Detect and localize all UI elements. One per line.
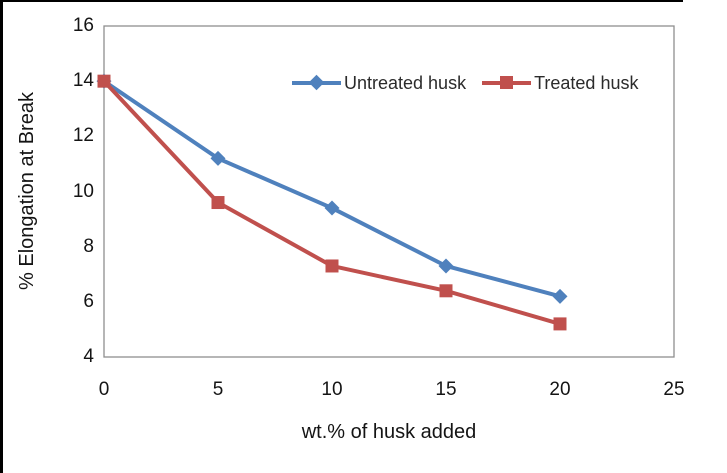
- y-tick-label: 10: [72, 180, 94, 202]
- data-point-square: [325, 259, 339, 273]
- y-tick-label: 4: [83, 346, 94, 367]
- data-point-square: [439, 284, 453, 298]
- square-marker-icon: [500, 76, 514, 89]
- x-tick-label: 10: [321, 379, 343, 400]
- data-point-square: [97, 74, 111, 88]
- data-point-diamond: [210, 150, 226, 166]
- x-tick-label: 5: [212, 379, 224, 400]
- plot-border: [103, 25, 675, 358]
- legend-item-treated-husk: Treated husk: [482, 72, 638, 94]
- legend: Untreated husk Treated husk: [292, 72, 638, 94]
- y-tick-label: 12: [72, 125, 94, 147]
- data-point-square: [211, 196, 225, 210]
- y-tick-label: 14: [72, 70, 94, 92]
- document-border-top: [0, 0, 683, 2]
- data-point-diamond: [552, 288, 568, 304]
- diamond-marker-icon: [308, 74, 325, 91]
- document-border-left: [0, 0, 3, 473]
- x-axis-title: wt.% of husk added: [301, 421, 477, 443]
- data-point-diamond: [324, 200, 340, 216]
- x-tick-label: 25: [663, 379, 685, 400]
- y-tick-label: 16: [72, 15, 94, 36]
- legend-label-untreated: Untreated husk: [344, 72, 467, 93]
- y-tick-label: 8: [83, 235, 94, 257]
- y-tick-label: 6: [83, 290, 94, 312]
- x-tick-label: 15: [435, 379, 457, 400]
- legend-swatch-untreated: [292, 72, 341, 94]
- legend-label-treated: Treated husk: [534, 72, 639, 93]
- x-tick-label: 20: [549, 379, 571, 400]
- data-point-square: [553, 317, 567, 331]
- y-axis-title: % Elongation at Break: [16, 92, 38, 290]
- x-tick-label: 0: [98, 379, 110, 400]
- legend-item-untreated-husk: Untreated husk: [292, 72, 466, 94]
- data-point-diamond: [438, 258, 454, 274]
- legend-swatch-treated: [482, 72, 532, 94]
